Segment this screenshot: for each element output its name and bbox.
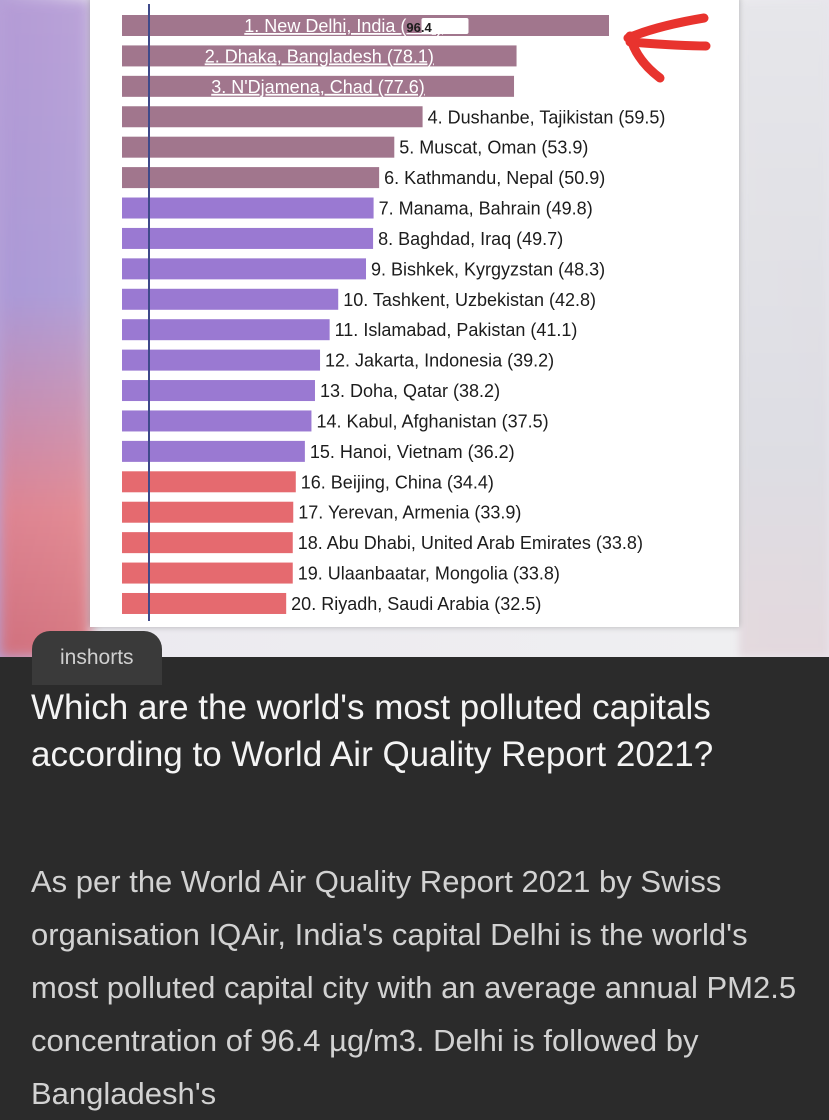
- bar-label: 15. Hanoi, Vietnam (36.2): [310, 442, 515, 462]
- bar-label: 14. Kabul, Afghanistan (37.5): [316, 411, 548, 431]
- bar-label: 20. Riyadh, Saudi Arabia (32.5): [291, 594, 541, 614]
- bar-value-label: 96.4: [406, 20, 432, 35]
- bar: [122, 380, 315, 402]
- value-box: [421, 18, 469, 34]
- bar-label: 2. Dhaka, Bangladesh (78.1): [205, 46, 434, 66]
- bar-label: 19. Ulaanbaatar, Mongolia (33.8): [298, 564, 560, 584]
- bar: [122, 440, 305, 462]
- bar-label: 17. Yerevan, Armenia (33.9): [298, 503, 521, 523]
- bar-label-text: 1. New Delhi, India (: [244, 16, 406, 36]
- bar-label: 11. Islamabad, Pakistan (41.1): [335, 320, 578, 340]
- chart-card: 1. New Delhi, India (96.4 ) 2. Dhaka, Ban…: [90, 0, 739, 627]
- bar: [122, 288, 339, 310]
- bar: [122, 471, 296, 493]
- bar-label: 1. New Delhi, India (96.4 ): [244, 16, 442, 36]
- arrow-stroke: [625, 37, 711, 51]
- text-panel: [0, 657, 829, 1116]
- bar-label: 6. Kathmandu, Nepal (50.9): [384, 168, 605, 188]
- bar: [122, 532, 293, 554]
- bar: [122, 197, 374, 219]
- bar: [122, 410, 312, 432]
- arrow-stroke: [623, 13, 709, 43]
- bar: [122, 45, 517, 67]
- bar-label: 18. Abu Dhabi, United Arab Emirates (33.…: [298, 533, 643, 553]
- bar: [122, 319, 330, 341]
- arrow-head: [625, 31, 665, 83]
- red-arrow-annotation: [623, 13, 711, 83]
- bar-label: 9. Bishkek, Kyrgyzstan (48.3): [371, 259, 605, 279]
- bar-chart: 1. New Delhi, India (96.4 ) 2. Dhaka, Ban…: [122, 4, 666, 621]
- bar: [122, 501, 294, 523]
- summary-text: As per the World Air Quality Report 2021…: [31, 864, 797, 1111]
- bar-label: 3. N'Djamena, Chad (77.6): [211, 77, 425, 97]
- bar-label: 12. Jakarta, Indonesia (39.2): [325, 351, 554, 371]
- bar: [122, 258, 367, 280]
- headline: Which are the world's most polluted capi…: [31, 688, 714, 774]
- bar: [122, 106, 423, 128]
- bar: [122, 562, 293, 584]
- bar: [122, 227, 374, 249]
- bar-label: 16. Beijing, China (34.4): [301, 472, 494, 492]
- bar-label: 5. Muscat, Oman (53.9): [399, 138, 588, 158]
- source-label: inshorts: [60, 646, 134, 669]
- bar-label: 10. Tashkent, Uzbekistan (42.8): [343, 290, 596, 310]
- bar: [122, 349, 321, 371]
- bar: [122, 75, 515, 97]
- bar-label-close: ): [432, 16, 443, 36]
- bar: [122, 15, 609, 36]
- bar-label: 4. Dushanbe, Tajikistan (59.5): [428, 107, 666, 127]
- bar: [122, 167, 380, 189]
- bar: [122, 592, 287, 614]
- bar-label: 13. Doha, Qatar (38.2): [320, 381, 500, 401]
- bar-label: 8. Baghdad, Iraq (49.7): [378, 229, 563, 249]
- bar: [122, 136, 395, 158]
- chart-image: 1. New Delhi, India (96.4 ) 2. Dhaka, Ban…: [0, 0, 829, 657]
- bar-label: 7. Manama, Bahrain (49.8): [379, 199, 593, 219]
- source-badge: inshorts: [32, 631, 162, 685]
